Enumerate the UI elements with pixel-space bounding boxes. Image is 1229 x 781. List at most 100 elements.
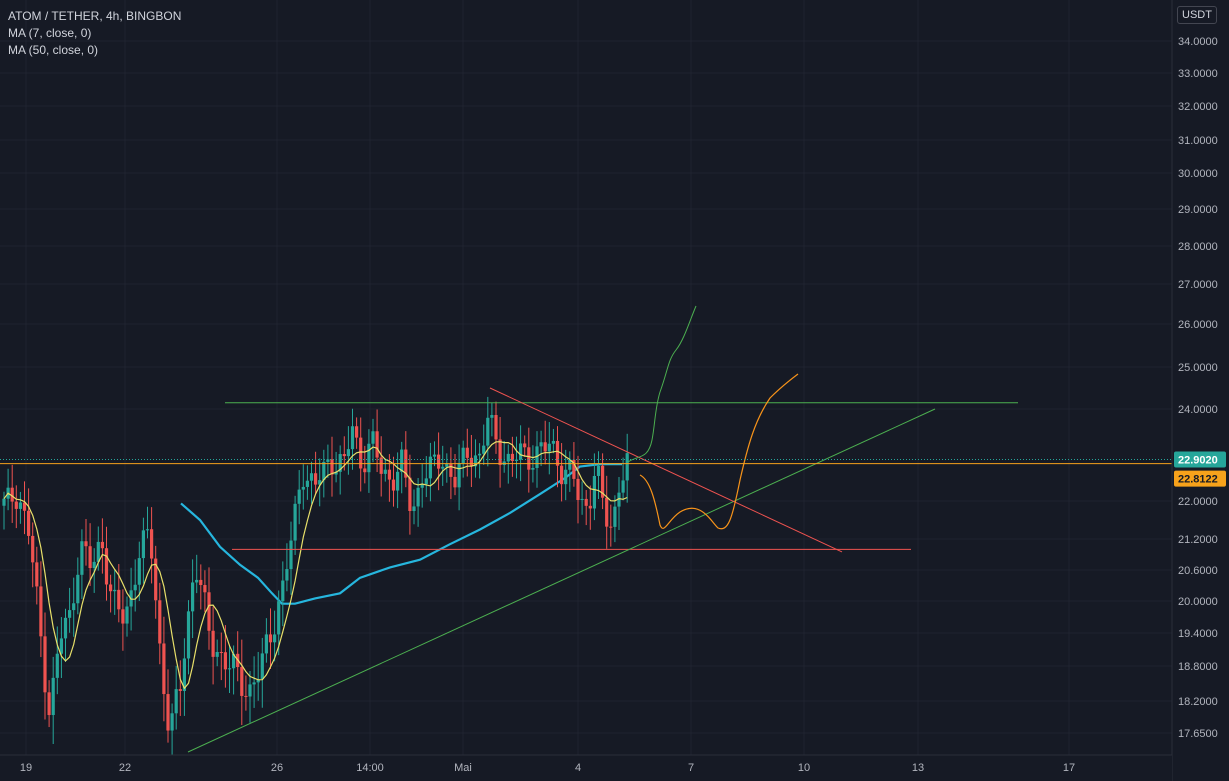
candle-body-102 bbox=[420, 484, 424, 488]
candle-body-60 bbox=[248, 684, 252, 697]
time-tick-label: Mai bbox=[454, 762, 472, 774]
ma50-legend[interactable]: MA (50, close, 0) bbox=[8, 43, 99, 57]
candle-body-12 bbox=[51, 677, 55, 716]
candle-body-130 bbox=[535, 446, 539, 468]
candle-body-35 bbox=[145, 529, 150, 531]
candle-body-108 bbox=[445, 463, 449, 467]
candle-body-82 bbox=[338, 454, 342, 472]
candle-body-143 bbox=[588, 505, 592, 509]
candle-body-151 bbox=[621, 480, 625, 493]
candle-body-5 bbox=[22, 502, 27, 511]
candle-body-123 bbox=[506, 453, 510, 462]
price-tick-label: 22.0000 bbox=[1178, 496, 1218, 508]
price-tick-label: 18.2000 bbox=[1178, 696, 1218, 708]
candle-body-124 bbox=[510, 453, 514, 461]
candle-body-9 bbox=[39, 586, 43, 637]
candle-body-13 bbox=[55, 653, 59, 678]
ascending-trendline bbox=[187, 408, 936, 753]
candle-body-106 bbox=[437, 454, 441, 469]
candle-body-95 bbox=[391, 479, 396, 491]
candle-body-135 bbox=[555, 440, 560, 466]
drawings[interactable] bbox=[187, 305, 1018, 753]
candle-body-131 bbox=[539, 442, 543, 447]
candle-body-4 bbox=[18, 502, 22, 509]
price-tick-label: 31.0000 bbox=[1178, 135, 1218, 147]
ma7-line bbox=[3, 441, 628, 690]
candle-body-49 bbox=[203, 585, 207, 593]
candle-body-56 bbox=[232, 653, 236, 669]
chart-legend: ATOM / TETHER, 4h, BINGBON MA (7, close,… bbox=[8, 8, 181, 59]
candle-body-65 bbox=[268, 634, 273, 643]
candle-body-37 bbox=[154, 558, 158, 601]
ma7-legend[interactable]: MA (7, close, 0) bbox=[8, 26, 92, 40]
candle-body-22 bbox=[92, 561, 96, 569]
candle-body-33 bbox=[137, 558, 141, 585]
candle-body-68 bbox=[281, 580, 285, 602]
candle-body-42 bbox=[174, 689, 178, 714]
candle-body-62 bbox=[256, 679, 260, 683]
candle-body-93 bbox=[383, 469, 387, 474]
candle-body-90 bbox=[371, 431, 375, 444]
price-tick-label: 27.0000 bbox=[1178, 279, 1218, 291]
candle-body-89 bbox=[367, 443, 371, 473]
candle-body-150 bbox=[617, 492, 621, 507]
candle-body-36 bbox=[150, 529, 154, 559]
price-axis[interactable]: 34.0000 33.0000 32.0000 31.0000 30.0000 29.00… bbox=[1171, 0, 1229, 781]
candle-body-30 bbox=[125, 606, 129, 624]
candle-body-129 bbox=[531, 467, 535, 470]
time-tick-label: 14:00 bbox=[356, 762, 384, 774]
candle-body-134 bbox=[551, 440, 555, 444]
candle-body-125 bbox=[514, 459, 519, 461]
candle-body-109 bbox=[449, 463, 453, 477]
candle-body-32 bbox=[133, 584, 137, 591]
price-tick-label: 28.0000 bbox=[1178, 241, 1218, 253]
ma50-line bbox=[180, 463, 622, 605]
candle-body-105 bbox=[432, 454, 437, 457]
candle-body-127 bbox=[523, 443, 527, 448]
candle-body-71 bbox=[293, 503, 297, 541]
candle-body-152 bbox=[625, 453, 629, 481]
candle-body-53 bbox=[219, 652, 223, 654]
time-axis[interactable]: 19 22 26 14:00 Mai 4 7 10 13 17 bbox=[0, 754, 1172, 781]
candle-body-144 bbox=[592, 475, 596, 509]
price-tick-label: 30.0000 bbox=[1178, 168, 1218, 180]
candle-body-29 bbox=[121, 609, 125, 624]
price-tick-label: 32.0000 bbox=[1178, 101, 1218, 113]
currency-button[interactable]: USDT bbox=[1177, 6, 1217, 24]
candle-body-133 bbox=[547, 443, 551, 452]
time-tick-label: 7 bbox=[688, 762, 694, 774]
ma50-line-layer bbox=[180, 463, 622, 605]
price-tick-label: 20.6000 bbox=[1178, 565, 1218, 577]
candle-body-85 bbox=[350, 426, 355, 450]
candle-body-87 bbox=[359, 437, 363, 469]
candle-body-110 bbox=[453, 476, 457, 488]
price-tick-label: 24.0000 bbox=[1178, 404, 1218, 416]
candle-body-19 bbox=[80, 541, 84, 575]
candle-body-84 bbox=[346, 449, 350, 457]
candle-body-111 bbox=[457, 463, 461, 488]
descending-trendline bbox=[489, 387, 843, 553]
symbol-title[interactable]: ATOM / TETHER, 4h, BINGBON bbox=[8, 9, 182, 23]
candle-body-24 bbox=[100, 541, 104, 549]
price-tick-label: 34.0000 bbox=[1178, 36, 1218, 48]
candle-body-17 bbox=[72, 603, 76, 611]
candle-body-69 bbox=[285, 569, 289, 581]
candle-body-25 bbox=[104, 548, 109, 585]
candle-body-92 bbox=[379, 457, 383, 474]
candle-body-27 bbox=[113, 589, 117, 592]
candle-body-120 bbox=[494, 415, 498, 440]
time-tick-label: 4 bbox=[575, 762, 581, 774]
candle-body-2 bbox=[10, 487, 14, 502]
price-tick-label: 26.0000 bbox=[1178, 319, 1218, 331]
price-tick-label: 33.0000 bbox=[1178, 68, 1218, 80]
candle-body-38 bbox=[158, 600, 162, 644]
candle-body-11 bbox=[47, 692, 51, 716]
candle-body-67 bbox=[277, 601, 281, 635]
price-lines bbox=[0, 459, 1172, 465]
candle-body-121 bbox=[498, 439, 502, 466]
candle-body-145 bbox=[596, 465, 601, 476]
candle-body-118 bbox=[486, 417, 490, 446]
candle-body-70 bbox=[289, 540, 293, 570]
